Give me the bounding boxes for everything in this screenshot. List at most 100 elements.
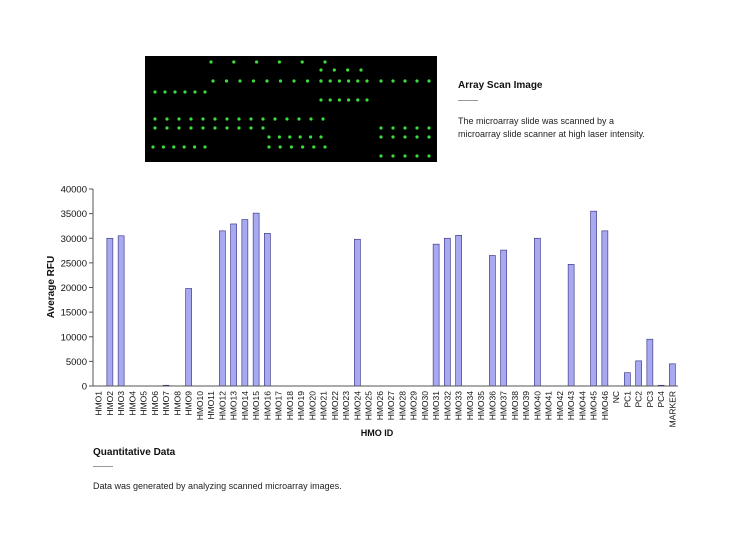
x-tick-label: HMO13: [229, 391, 239, 421]
scan-spot: [285, 117, 289, 121]
x-tick-label: HMO26: [375, 391, 385, 421]
scan-spot: [323, 60, 327, 64]
scan-spot: [232, 60, 236, 64]
scan-spot: [177, 117, 181, 121]
scan-spot: [165, 126, 169, 130]
scan-spot: [415, 135, 419, 139]
y-axis-label: Average RFU: [46, 256, 57, 318]
scan-spot: [347, 79, 351, 83]
x-tick-label: HMO40: [532, 391, 542, 421]
bar: [444, 237, 451, 387]
y-tick-label: 35000: [61, 209, 87, 220]
scan-spot: [251, 79, 256, 83]
x-axis: HMO1 HMO2 HMO3 HMO4 HMO5 HMO6 HMO7 HMO8 HMO9 HMO1…: [93, 385, 678, 427]
scan-spot: [328, 98, 332, 102]
scan-spot: [278, 145, 282, 149]
scan-spot: [224, 79, 229, 83]
bar: [635, 360, 642, 387]
scan-spot: [201, 126, 205, 130]
scan-spot: [289, 145, 293, 149]
bar: [646, 338, 654, 387]
x-tick-label: HMO31: [431, 391, 441, 421]
x-tick-label: MARKER: [667, 391, 677, 427]
bars: [106, 210, 676, 387]
x-tick-label: PC3: [645, 391, 655, 408]
scan-spot: [403, 154, 407, 158]
scan-spot: [153, 90, 157, 94]
scan-spot: [273, 117, 277, 121]
x-tick-label: HMO1: [94, 391, 104, 416]
scan-spot: [261, 117, 265, 121]
x-tick-label: HMO14: [240, 391, 250, 421]
x-tick-label: HMO37: [499, 391, 509, 421]
scan-spot: [403, 126, 407, 130]
scan-spot: [201, 117, 205, 121]
bar: [432, 243, 440, 387]
x-tick-label: HMO27: [386, 391, 396, 421]
scan-spot: [237, 117, 241, 121]
x-tick-label: HMO8: [172, 391, 182, 416]
scan-spot: [309, 135, 313, 139]
scan-spot: [261, 126, 265, 130]
scan-spot: [415, 154, 419, 158]
scan-spot: [255, 60, 259, 64]
scan-spot: [182, 145, 186, 149]
bar: [117, 235, 125, 387]
quant-section-title: Quantitative Data: [93, 447, 176, 458]
scan-spot: [209, 60, 213, 64]
x-tick-label: HMO24: [352, 391, 362, 421]
scan-spot: [225, 126, 229, 130]
scan-spot: [277, 135, 281, 139]
y-tick-label: 40000: [61, 185, 87, 196]
scan-spot: [278, 79, 283, 83]
scan-section-divider: [458, 100, 478, 101]
bar: [500, 249, 507, 387]
scan-section-description: The microarray slide was scanned by a mi…: [458, 115, 645, 140]
x-tick-label: HMO25: [364, 391, 374, 421]
scan-spot: [193, 145, 197, 149]
quant-section-description: Data was generated by analyzing scanned …: [93, 481, 342, 491]
scan-spot: [163, 90, 167, 94]
bar: [669, 363, 676, 387]
scan-spot: [277, 60, 281, 64]
scan-section-title: Array Scan Image: [458, 80, 543, 91]
x-tick-label: HMO22: [330, 391, 340, 421]
x-tick-label: HMO34: [465, 391, 475, 421]
scan-spot: [346, 68, 350, 72]
x-tick-label: HMO7: [161, 391, 171, 416]
scan-spot: [415, 126, 419, 130]
bar: [106, 237, 114, 387]
x-tick-label: PC4: [656, 391, 666, 408]
bar: [219, 230, 226, 387]
array-scan-image: [145, 56, 437, 162]
x-tick-label: HMO18: [285, 391, 295, 421]
bar: [230, 223, 237, 387]
scan-spot: [237, 126, 241, 130]
bar: [264, 233, 271, 387]
x-tick-label: HMO46: [600, 391, 610, 421]
x-tick-label: HMO35: [476, 391, 486, 421]
scan-spot: [427, 135, 431, 139]
scan-spot: [415, 79, 419, 83]
x-tick-label: HMO2: [105, 391, 115, 416]
y-tick-label: 10000: [61, 332, 87, 343]
x-tick-label: HMO20: [307, 391, 317, 421]
scan-spot: [403, 79, 407, 83]
scan-spot: [213, 117, 217, 121]
x-tick-label: HMO30: [420, 391, 430, 421]
scan-spot: [337, 79, 341, 83]
x-tick-label: HMO11: [206, 391, 216, 420]
x-tick-label: HMO42: [555, 391, 565, 421]
scan-spot: [356, 79, 360, 83]
x-tick-label: HMO23: [341, 391, 351, 421]
x-tick-label: HMO19: [296, 391, 306, 421]
y-axis: 0 5000 10000 15000 20000 25000 30000 35000 40000: [61, 185, 94, 393]
x-tick-label: HMO36: [487, 391, 497, 421]
scan-spot: [379, 154, 383, 158]
scan-spot: [211, 79, 215, 83]
quant-section-divider: [93, 466, 113, 467]
scan-spot: [297, 117, 301, 121]
x-tick-label: PC2: [634, 391, 644, 408]
scan-spot: [337, 98, 341, 102]
